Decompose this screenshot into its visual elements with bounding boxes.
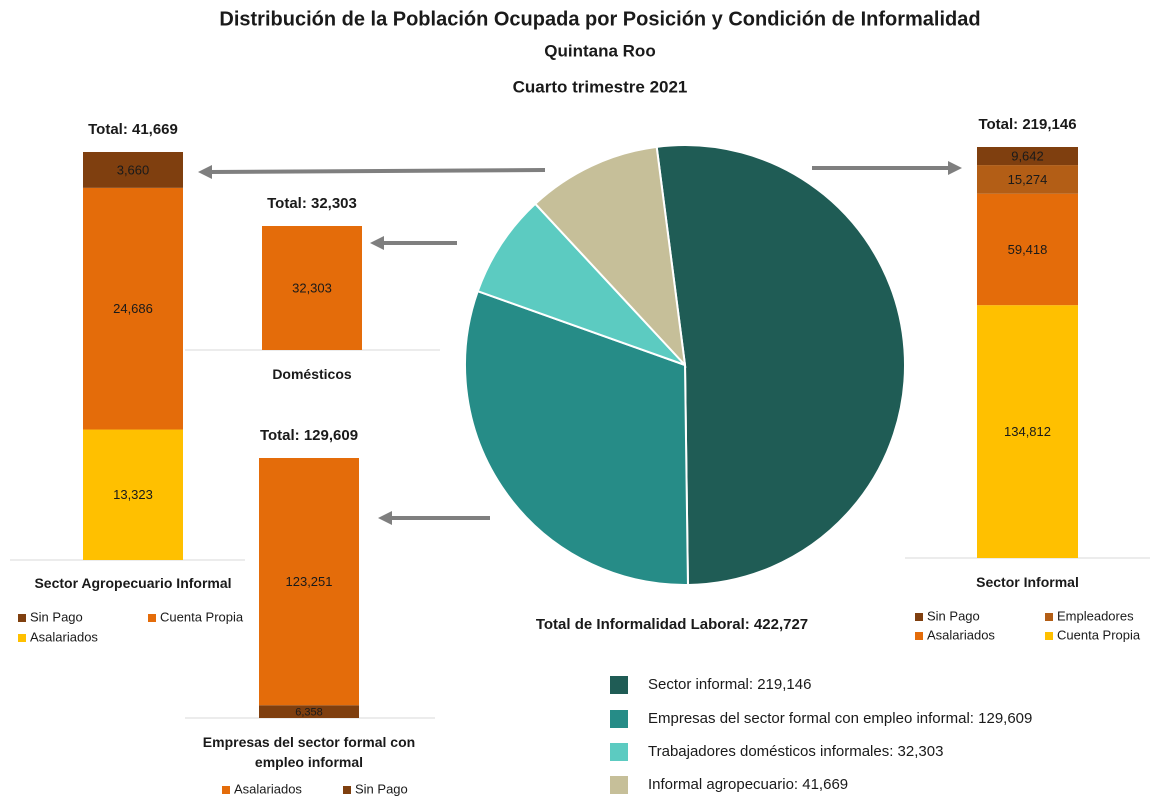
- bar-total: Total: 219,146: [978, 116, 1076, 133]
- bar-value-label: 59,418: [1008, 242, 1048, 257]
- legend-label: Informal agropecuario: 41,669: [648, 776, 848, 793]
- legend-label: Asalariados: [30, 629, 98, 644]
- legend-swatch: [1045, 632, 1053, 640]
- bar-segment: [262, 226, 362, 350]
- bar-title: Empresas del sector formal con empleo in…: [202, 734, 416, 770]
- legend-swatch: [610, 743, 628, 761]
- legend-swatch: [222, 786, 230, 794]
- legend-label: Empresas del sector formal con empleo in…: [648, 710, 1032, 727]
- legend-label: Cuenta Propia: [160, 609, 244, 624]
- bar-segment: [83, 152, 183, 188]
- legend-label: Cuenta Propia: [1057, 627, 1141, 642]
- pie-slice: [533, 145, 687, 368]
- legend-label: Sin Pago: [355, 781, 408, 796]
- arrow-head: [370, 236, 384, 250]
- pie-slice: [464, 289, 689, 586]
- arrow-head: [948, 161, 962, 175]
- bar-value-label: 13,323: [113, 487, 153, 502]
- bar-segment: [259, 458, 359, 706]
- legend-swatch: [610, 676, 628, 694]
- bar-segment: [977, 147, 1078, 166]
- bar-value-label: 123,251: [286, 574, 333, 589]
- bar-value-label: 32,303: [292, 280, 332, 295]
- legend-swatch: [915, 613, 923, 621]
- legend-label: Trabajadores domésticos informales: 32,3…: [648, 743, 943, 760]
- arrow-head: [198, 165, 212, 179]
- bar-title: Sector Agropecuario Informal: [34, 575, 232, 591]
- legend-swatch: [610, 776, 628, 794]
- bar-segment: [977, 305, 1078, 558]
- bar-value-label: 6,358: [295, 707, 323, 719]
- legend-label: Asalariados: [927, 627, 995, 642]
- legend-label: Empleadores: [1057, 608, 1134, 623]
- legend-label: Asalariados: [234, 781, 302, 796]
- bar-title: Domésticos: [272, 366, 352, 382]
- bar-title: Sector Informal: [976, 574, 1079, 590]
- main-title: Distribución de la Población Ocupada por…: [219, 8, 980, 30]
- period: Cuarto trimestre 2021: [513, 77, 688, 96]
- legend-swatch: [18, 634, 26, 642]
- legend-swatch: [148, 614, 156, 622]
- bar-segment: [259, 705, 359, 718]
- bar-segment: [83, 429, 183, 560]
- bar-total: Total: 41,669: [88, 121, 178, 138]
- bar-segment: [977, 193, 1078, 306]
- bar-value-label: 9,642: [1011, 148, 1044, 163]
- arrows: [198, 161, 962, 525]
- legend-swatch: [610, 710, 628, 728]
- bar-value-label: 134,812: [1004, 424, 1051, 439]
- bar-value-label: 3,660: [117, 162, 150, 177]
- legend-swatch: [1045, 613, 1053, 621]
- pie-slice: [655, 144, 906, 586]
- bar-segment: [977, 165, 1078, 194]
- arrow-head: [378, 511, 392, 525]
- legend-swatch: [915, 632, 923, 640]
- legend-swatch: [18, 614, 26, 622]
- bar-value-label: 15,274: [1008, 172, 1048, 187]
- subtitle: Quintana Roo: [544, 41, 655, 60]
- legend-label: Sector informal: 219,146: [648, 676, 811, 693]
- legend-swatch: [343, 786, 351, 794]
- legend-label: Sin Pago: [30, 609, 83, 624]
- bar-total: Total: 32,303: [267, 195, 357, 212]
- arrow: [209, 168, 546, 174]
- pie-slice: [476, 202, 686, 366]
- bar-segment: [83, 187, 183, 430]
- legend-label: Sin Pago: [927, 608, 980, 623]
- bar-value-label: 24,686: [113, 301, 153, 316]
- pie-total: Total de Informalidad Laboral: 422,727: [536, 616, 808, 633]
- bar-total: Total: 129,609: [260, 427, 358, 444]
